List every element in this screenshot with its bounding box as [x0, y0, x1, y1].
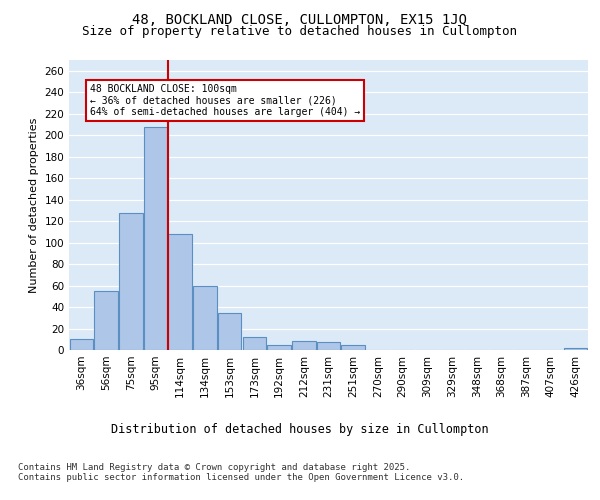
Bar [292, 342, 316, 350]
Text: 48, BOCKLAND CLOSE, CULLOMPTON, EX15 1JQ: 48, BOCKLAND CLOSE, CULLOMPTON, EX15 1JQ [133, 12, 467, 26]
Text: 48 BOCKLAND CLOSE: 100sqm
← 36% of detached houses are smaller (226)
64% of semi: 48 BOCKLAND CLOSE: 100sqm ← 36% of detac… [90, 84, 360, 117]
Bar [169, 234, 192, 350]
Bar [70, 340, 93, 350]
Bar [341, 344, 365, 350]
Y-axis label: Number of detached properties: Number of detached properties [29, 118, 39, 292]
Text: Size of property relative to detached houses in Cullompton: Size of property relative to detached ho… [83, 25, 517, 38]
Bar [268, 344, 291, 350]
Bar [564, 348, 587, 350]
Bar [317, 342, 340, 350]
Bar [94, 291, 118, 350]
Bar [144, 126, 167, 350]
Bar [242, 337, 266, 350]
Bar [218, 314, 241, 350]
Text: Contains HM Land Registry data © Crown copyright and database right 2025.
Contai: Contains HM Land Registry data © Crown c… [18, 462, 464, 482]
Text: Distribution of detached houses by size in Cullompton: Distribution of detached houses by size … [111, 422, 489, 436]
Bar [193, 286, 217, 350]
Bar [119, 212, 143, 350]
